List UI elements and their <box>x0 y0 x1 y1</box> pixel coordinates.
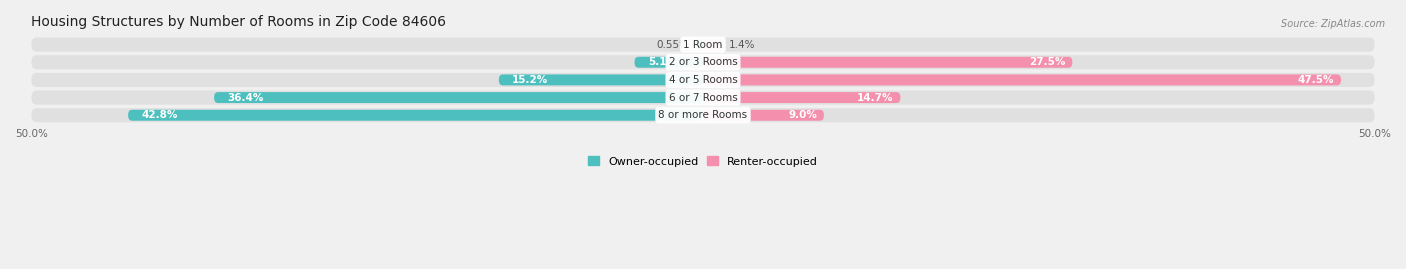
Text: 15.2%: 15.2% <box>512 75 548 85</box>
Text: 27.5%: 27.5% <box>1029 57 1066 67</box>
FancyBboxPatch shape <box>214 92 703 103</box>
Text: 6 or 7 Rooms: 6 or 7 Rooms <box>669 93 737 102</box>
Text: 0.55%: 0.55% <box>655 40 689 49</box>
FancyBboxPatch shape <box>696 39 703 50</box>
Text: Housing Structures by Number of Rooms in Zip Code 84606: Housing Structures by Number of Rooms in… <box>31 15 447 29</box>
FancyBboxPatch shape <box>499 75 703 85</box>
FancyBboxPatch shape <box>31 73 1375 87</box>
FancyBboxPatch shape <box>31 108 1375 122</box>
FancyBboxPatch shape <box>703 57 1073 68</box>
Text: 42.8%: 42.8% <box>142 110 179 120</box>
FancyBboxPatch shape <box>703 110 824 121</box>
FancyBboxPatch shape <box>703 39 721 50</box>
Text: 9.0%: 9.0% <box>789 110 817 120</box>
Text: 2 or 3 Rooms: 2 or 3 Rooms <box>669 57 737 67</box>
Legend: Owner-occupied, Renter-occupied: Owner-occupied, Renter-occupied <box>588 156 818 167</box>
Text: 4 or 5 Rooms: 4 or 5 Rooms <box>669 75 737 85</box>
FancyBboxPatch shape <box>31 37 1375 52</box>
FancyBboxPatch shape <box>703 92 900 103</box>
Text: Source: ZipAtlas.com: Source: ZipAtlas.com <box>1281 19 1385 29</box>
Text: 8 or more Rooms: 8 or more Rooms <box>658 110 748 120</box>
Text: 47.5%: 47.5% <box>1298 75 1334 85</box>
Text: 5.1%: 5.1% <box>648 57 676 67</box>
Text: 14.7%: 14.7% <box>858 93 894 102</box>
FancyBboxPatch shape <box>31 55 1375 69</box>
FancyBboxPatch shape <box>703 75 1341 85</box>
Text: 1 Room: 1 Room <box>683 40 723 49</box>
FancyBboxPatch shape <box>31 90 1375 105</box>
Text: 1.4%: 1.4% <box>728 40 755 49</box>
Text: 36.4%: 36.4% <box>228 93 264 102</box>
FancyBboxPatch shape <box>128 110 703 121</box>
FancyBboxPatch shape <box>634 57 703 68</box>
